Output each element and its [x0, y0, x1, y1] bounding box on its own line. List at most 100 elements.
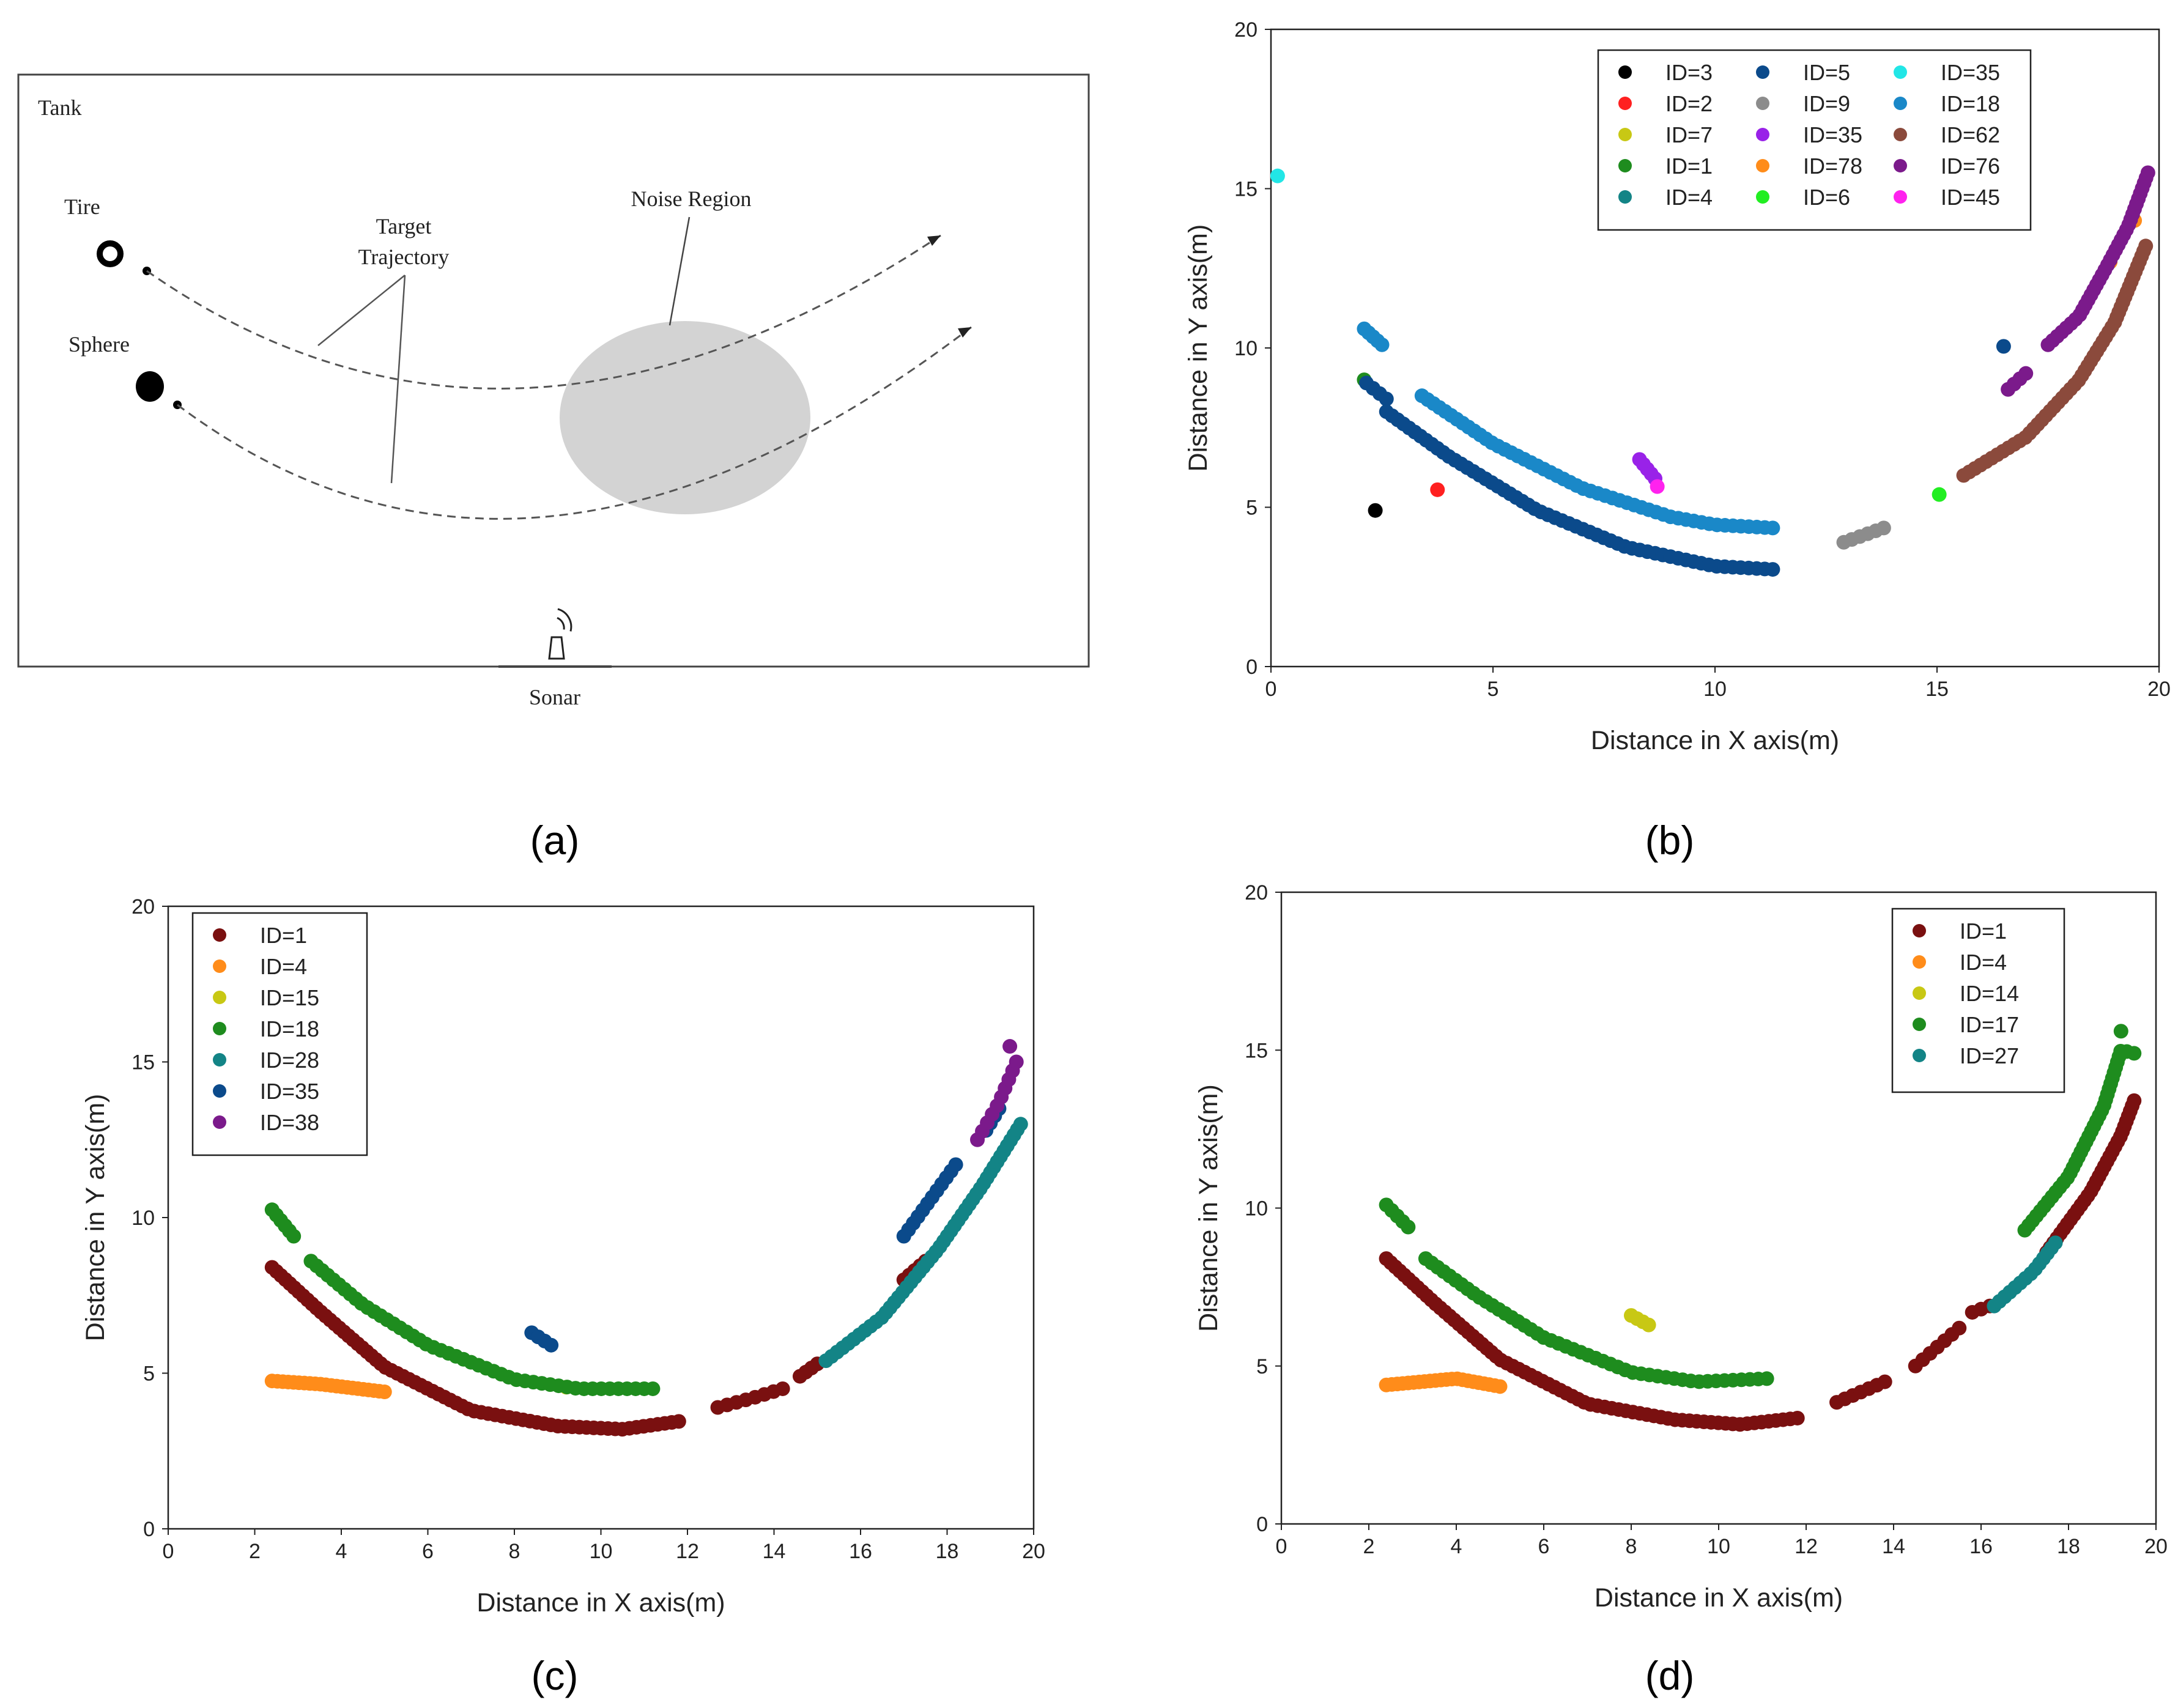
series-id-5: [1359, 339, 2011, 577]
legend-marker: [1756, 97, 1769, 110]
y-tick-label: 5: [143, 1362, 155, 1386]
legend-label: ID=15: [260, 985, 319, 1010]
legend-marker: [1756, 190, 1769, 204]
x-tick-label: 12: [676, 1540, 699, 1563]
x-tick-label: 10: [1703, 678, 1727, 701]
legend-label: ID=1: [1960, 919, 2007, 944]
legend-marker: [1894, 159, 1907, 172]
legend-label: ID=7: [1665, 122, 1713, 147]
x-tick-label: 6: [422, 1540, 434, 1563]
data-point: [1759, 1371, 1774, 1386]
legend-label: ID=76: [1941, 153, 2000, 179]
series-id-6: [1932, 487, 1947, 502]
y-tick-label: 5: [1246, 497, 1258, 520]
data-point: [1270, 168, 1285, 183]
legend-marker: [1618, 190, 1632, 204]
legend-marker: [1618, 97, 1632, 110]
panel-label-c: (c): [532, 1653, 579, 1698]
series-id-45: [1650, 479, 1665, 494]
legend-marker: [1756, 65, 1769, 79]
y-tick-label: 15: [1234, 178, 1258, 201]
data-point: [544, 1337, 559, 1353]
x-tick-label: 16: [849, 1540, 872, 1563]
data-point: [1765, 520, 1780, 536]
chart-panel-c: 0 2 4 6 8 10 12 14 16 18 20 0 5 10 15 20 Distance in X a…: [81, 895, 1045, 1617]
legend-marker: [1894, 190, 1907, 204]
x-tick-label: 15: [1925, 678, 1949, 701]
legend-marker: [213, 1084, 226, 1098]
data-point: [1009, 1054, 1024, 1070]
y-tick-label: 10: [1245, 1197, 1268, 1221]
tank-boundary: [17, 73, 1090, 668]
legend-label: ID=5: [1803, 60, 1850, 85]
legend-label: ID=35: [260, 1079, 319, 1104]
legend-marker: [213, 959, 226, 973]
tire-trajectory-arrowhead: [927, 235, 941, 246]
series-id-18: [1357, 321, 1780, 536]
series-id-35: [1632, 452, 1662, 486]
legend-label: ID=1: [1665, 153, 1713, 179]
legend-label: ID=35: [1803, 122, 1862, 147]
legend-marker: [1618, 159, 1632, 172]
legend-label: ID=18: [1941, 91, 2000, 116]
legend-label: ID=28: [260, 1048, 319, 1073]
tire-label: Tire: [64, 194, 100, 219]
data-point: [2113, 1024, 2128, 1039]
noise-region-ellipse: [560, 321, 810, 514]
legend-label: ID=17: [1960, 1012, 2019, 1037]
legend-label: ID=27: [1960, 1043, 2019, 1068]
sphere-icon: [136, 371, 164, 402]
y-tick-label: 10: [131, 1207, 155, 1230]
x-tick-label: 18: [2057, 1535, 2080, 1558]
trajectory-label-line2: Trajectory: [358, 245, 450, 269]
x-tick-label: 20: [2144, 1535, 2168, 1558]
x-tick-label: 8: [1626, 1535, 1637, 1558]
x-tick-label: 5: [1487, 678, 1499, 701]
series-id-18: [264, 1202, 661, 1396]
panel-label-b: (b): [1645, 818, 1695, 863]
legend-marker: [1618, 65, 1632, 79]
sonar-label: Sonar: [529, 685, 580, 709]
data-point: [948, 1157, 963, 1172]
series-id-4: [264, 1373, 392, 1400]
legend-label: ID=4: [1960, 950, 2007, 975]
legend-label: ID=4: [260, 954, 307, 979]
y-tick-label: 10: [1234, 337, 1258, 360]
x-tick-label: 8: [509, 1540, 520, 1563]
data-point: [1401, 1219, 1416, 1235]
noise-region-pointer: [669, 216, 691, 326]
data-point: [2048, 1235, 2063, 1251]
legend-label: ID=35: [1941, 60, 2000, 85]
data-point: [1876, 520, 1891, 536]
legend-marker: [1894, 65, 1907, 79]
y-tick-label: 20: [131, 895, 155, 919]
data-point: [645, 1381, 661, 1396]
x-axis-label: Distance in X axis(m): [1595, 1583, 1843, 1613]
chart-panel-d: 0 2 4 6 8 10 12 14 16 18 20 0 5 10 15 20 Distance in X a…: [1194, 881, 2168, 1613]
data-point: [1952, 1320, 1967, 1336]
x-tick-label: 10: [1707, 1535, 1730, 1558]
y-tick-label: 0: [1246, 656, 1258, 679]
legend-marker: [1756, 128, 1769, 141]
legend-marker: [1913, 1018, 1926, 1031]
series-id-14: [1624, 1308, 1656, 1333]
data-point: [1650, 479, 1665, 494]
tire-icon: [97, 240, 124, 267]
data-point: [2018, 366, 2034, 381]
legend-marker: [213, 1115, 226, 1129]
legend-label: ID=9: [1803, 91, 1850, 116]
legend-label: ID=45: [1941, 185, 2000, 210]
data-point: [2140, 165, 2155, 180]
x-tick-label: 0: [163, 1540, 174, 1563]
data-point: [1790, 1410, 1805, 1425]
legend-box: [1597, 49, 2032, 231]
tire-trajectory-path: [146, 234, 941, 390]
data-point: [1430, 482, 1445, 497]
x-axis-label: Distance in X axis(m): [476, 1588, 725, 1617]
series-id-38: [970, 1039, 1024, 1147]
legend-label: ID=62: [1941, 122, 2000, 147]
data-point: [2138, 238, 2154, 254]
trajectory-pointer-lower: [390, 275, 406, 484]
legend-label: ID=6: [1803, 185, 1850, 210]
y-tick-label: 20: [1234, 18, 1258, 42]
